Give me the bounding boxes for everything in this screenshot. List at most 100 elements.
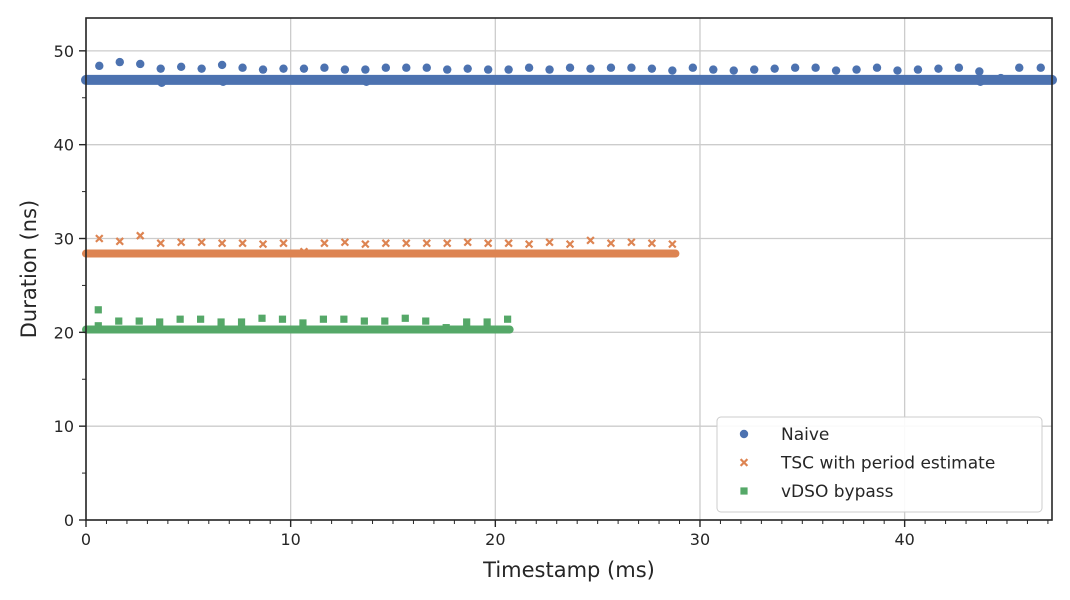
data-point-square xyxy=(156,318,164,326)
data-point-circle xyxy=(136,59,145,69)
y-tick-label: 50 xyxy=(54,42,74,61)
y-tick-label: 30 xyxy=(54,230,74,249)
data-point-x xyxy=(463,238,472,247)
data-point-square xyxy=(197,315,205,323)
data-point-circle xyxy=(115,57,124,67)
data-point-square xyxy=(115,317,123,325)
data-point-circle xyxy=(893,66,902,75)
data-point-circle xyxy=(1036,63,1045,72)
data-point-square xyxy=(381,317,389,325)
data-point-square xyxy=(278,315,287,323)
data-point-square xyxy=(504,315,512,323)
x-axis-title: Timestamp (ms) xyxy=(482,558,655,582)
data-point-circle xyxy=(647,64,657,73)
y-tick-label: 40 xyxy=(54,136,74,155)
data-point-circle xyxy=(524,63,534,72)
data-point-x xyxy=(606,239,616,248)
legend-marker-x xyxy=(739,458,749,467)
data-point-circle xyxy=(402,63,411,72)
data-point-square xyxy=(483,318,491,326)
x-tick-label: 40 xyxy=(894,530,914,549)
data-point-x xyxy=(381,239,391,248)
data-point-circle xyxy=(381,63,391,72)
data-point-circle xyxy=(157,78,166,87)
data-point-circle xyxy=(709,65,718,74)
data-point-circle xyxy=(586,64,595,73)
data-point-x xyxy=(156,239,165,248)
data-point-x xyxy=(176,238,186,247)
data-point-circle xyxy=(320,63,329,72)
data-point-circle xyxy=(217,60,227,70)
data-point-circle xyxy=(913,65,923,74)
data-point-circle xyxy=(976,77,985,87)
data-point-square xyxy=(299,319,307,327)
series-baselines xyxy=(81,74,1057,334)
data-point-square xyxy=(401,314,409,322)
data-point-circle xyxy=(340,65,350,74)
data-point-circle xyxy=(95,61,104,71)
data-point-square xyxy=(340,315,348,323)
data-point-circle xyxy=(668,66,677,75)
data-point-circle xyxy=(790,63,800,72)
tick-labels: 0 10 20 30 40 0 10 20 30 40 50 xyxy=(54,42,915,549)
data-point-square xyxy=(258,314,266,322)
data-point-x xyxy=(627,238,636,247)
data-point-x xyxy=(340,238,350,247)
data-point-circle xyxy=(218,77,228,87)
data-point-x xyxy=(95,234,104,243)
data-point-x xyxy=(483,239,493,248)
data-point-x xyxy=(238,239,247,248)
data-point-circle xyxy=(627,63,636,72)
data-point-square xyxy=(360,317,368,325)
data-point-x xyxy=(217,239,227,248)
y-tick-label: 10 xyxy=(54,417,74,436)
data-point-x xyxy=(443,239,452,248)
data-point-x xyxy=(115,237,124,246)
data-point-circle xyxy=(463,64,472,73)
data-point-x xyxy=(320,239,329,248)
data-point-square xyxy=(94,306,102,314)
x-tick-label: 20 xyxy=(485,530,505,549)
legend-marker-square xyxy=(740,487,748,495)
x-tick-label: 30 xyxy=(690,530,710,549)
data-point-square xyxy=(217,318,225,326)
data-point-circle xyxy=(197,64,206,73)
plot-frame xyxy=(85,17,1053,521)
data-point-circle xyxy=(362,77,371,87)
y-tick-label: 20 xyxy=(54,323,74,342)
data-point-circle xyxy=(688,63,698,72)
legend-entry: Naive xyxy=(781,425,829,445)
data-point-circle xyxy=(504,65,513,74)
data-point-circle xyxy=(565,63,575,72)
data-point-circle xyxy=(750,65,759,74)
data-point-circle xyxy=(422,63,431,72)
data-point-circle xyxy=(156,64,165,73)
data-point-circle xyxy=(299,64,309,73)
legend-entry: vDSO bypass xyxy=(781,482,894,502)
data-point-x xyxy=(402,239,411,248)
data-point-square xyxy=(94,322,102,330)
data-point-x xyxy=(586,236,595,245)
data-point-x xyxy=(545,238,554,247)
x-tick-label: 0 xyxy=(81,530,91,549)
legend-marker-circle xyxy=(739,429,749,439)
data-point-circle xyxy=(279,64,288,73)
data-point-circle xyxy=(545,65,554,74)
axis-ticks xyxy=(79,50,1049,527)
data-point-circle xyxy=(729,66,738,75)
data-point-x xyxy=(668,239,677,249)
data-point-x xyxy=(565,239,575,249)
data-point-circle xyxy=(1015,63,1024,72)
data-point-circle xyxy=(258,65,268,74)
y-tick-label: 0 xyxy=(64,511,74,530)
data-point-circle xyxy=(238,63,247,72)
data-point-square xyxy=(176,315,184,323)
legend-box xyxy=(716,416,1043,513)
data-point-circle xyxy=(811,63,820,72)
data-point-circle xyxy=(852,65,861,74)
data-point-x xyxy=(504,239,513,248)
data-point-circle xyxy=(361,65,370,74)
data-point-x xyxy=(279,239,288,248)
data-point-square xyxy=(442,324,450,332)
data-point-square xyxy=(463,318,471,326)
